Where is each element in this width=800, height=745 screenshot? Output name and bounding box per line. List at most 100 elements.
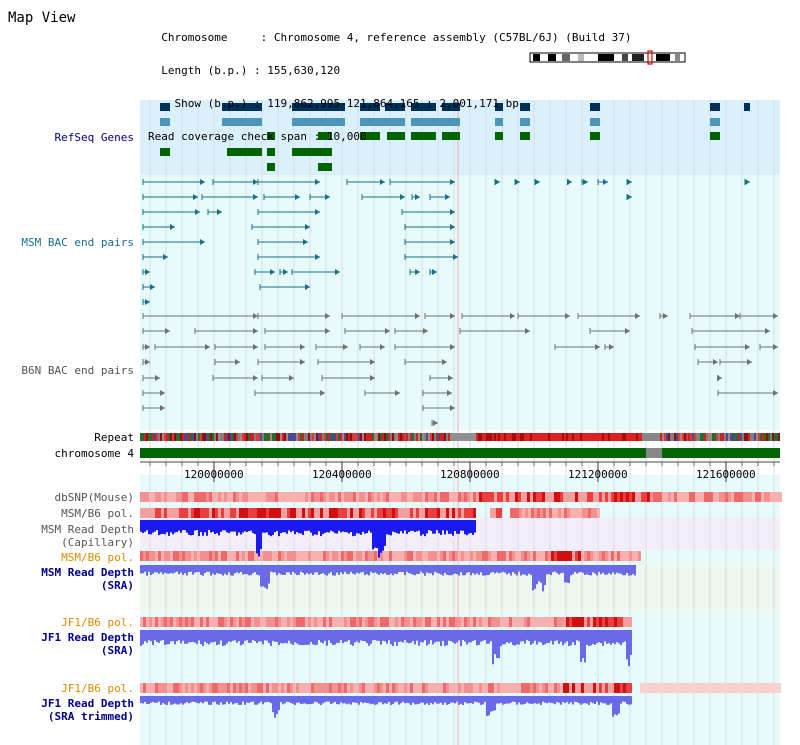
msm-b6-pol-label-2[interactable]: MSM/B6 pol.	[61, 551, 134, 564]
repeat-element	[228, 433, 230, 441]
jf1-sra-depth	[504, 630, 506, 645]
msm-sra-depth	[256, 565, 258, 575]
repeat-element	[470, 433, 472, 441]
jf1-trim-depth	[578, 696, 580, 704]
msm-sra-depth	[412, 565, 414, 575]
dbsnp-label[interactable]: dbSNP(Mouse)	[54, 491, 134, 504]
msm-b6-pol-strip-2	[482, 551, 485, 561]
msm-b6-pol-strip-2	[584, 551, 587, 561]
jf1-b6-pol-strip-2	[296, 683, 299, 693]
jf1-sra-depth	[320, 630, 322, 643]
repeat-element	[412, 433, 414, 441]
msm-depth-sra-label[interactable]: MSM Read Depth	[41, 566, 134, 579]
msm-bac-pair-arrow	[253, 179, 258, 185]
jf1-b6-pol-label[interactable]: JF1/B6 pol.	[61, 616, 134, 629]
refseq-genes-label[interactable]: RefSeq Genes	[54, 131, 134, 144]
msm-capillary-depth	[378, 520, 380, 558]
b6n-bac-pair-arrow	[450, 344, 455, 350]
msm-capillary-depth	[436, 520, 438, 531]
msm-b6-pol-strip	[167, 508, 170, 518]
msm-b6-pol-strip-2	[212, 551, 215, 561]
msm-sra-depth	[154, 565, 156, 573]
msm-b6-pol-strip	[320, 508, 323, 518]
repeat-element	[302, 433, 304, 441]
repeat-element	[478, 433, 480, 441]
repeat-element	[458, 433, 460, 441]
repeat-element	[634, 433, 636, 441]
msm-depth-cap-label[interactable]: MSM Read Depth	[41, 523, 134, 536]
msm-capillary-depth	[296, 520, 298, 533]
msm-b6-pol-strip	[440, 508, 443, 518]
msm-b6-pol-strip	[458, 508, 461, 518]
repeat-element	[754, 433, 756, 441]
msm-b6-pol-strip-2	[149, 551, 152, 561]
msm-depth-sra-sublabel: (SRA)	[100, 579, 134, 592]
chromosome-ideogram[interactable]	[529, 50, 686, 65]
msm-b6-pol-strip	[188, 508, 191, 518]
jf1-b6-pol-strip	[251, 617, 254, 627]
msm-sra-depth	[188, 565, 190, 572]
repeat-element	[252, 433, 254, 441]
msm-capillary-depth	[372, 520, 374, 550]
jf1-b6-pol-strip-2	[218, 683, 221, 693]
repeat-label[interactable]: Repeat	[94, 431, 134, 444]
msm-capillary-depth	[252, 520, 254, 533]
msm-sra-depth	[548, 565, 550, 575]
jf1-b6-pol-strip-2	[224, 683, 227, 693]
repeat-element	[280, 433, 282, 441]
dbsnp-strip	[581, 492, 584, 502]
jf1-b6-pol-strip-2	[745, 683, 748, 693]
repeat-element	[438, 433, 440, 441]
msm-b6-pol-strip	[194, 508, 197, 518]
dbsnp-strip	[614, 492, 617, 502]
jf1-b6-pol-strip-2	[697, 683, 700, 693]
jf1-sra-depth	[346, 630, 348, 642]
jf1-b6-pol-strip-2	[188, 683, 191, 693]
jf1-depth-trim-label[interactable]: JF1 Read Depth	[41, 697, 134, 710]
repeat-element	[396, 433, 398, 441]
repeat-element	[418, 433, 420, 441]
jf1-b6-pol-strip-2	[344, 683, 347, 693]
jf1-trim-depth	[148, 696, 150, 704]
repeat-element	[528, 433, 530, 441]
msm-b6-pol-strip	[263, 508, 266, 518]
msm-bac-pair-arrow	[627, 194, 632, 200]
repeat-element	[336, 433, 338, 441]
jf1-trim-depth	[492, 696, 494, 712]
msm-sra-depth	[248, 565, 250, 576]
jf1-sra-depth	[438, 630, 440, 642]
msm-b6-pol-strip	[534, 508, 537, 518]
dbsnp-strip	[755, 492, 758, 502]
dbsnp-strip	[335, 492, 338, 502]
msm-b6-pol-strip-2	[176, 551, 179, 561]
dbsnp-strip	[623, 492, 626, 502]
msm-sra-depth	[592, 565, 594, 573]
msm-sra-depth	[606, 565, 608, 575]
jf1-depth-sra-label[interactable]: JF1 Read Depth	[41, 631, 134, 644]
dbsnp-strip	[773, 492, 776, 502]
jf1-sra-depth	[582, 630, 584, 659]
dbsnp-strip	[545, 492, 548, 502]
repeat-element	[486, 433, 488, 441]
jf1-b6-pol-strip	[308, 617, 311, 627]
msm-capillary-depth	[336, 520, 338, 534]
repeat-element	[612, 433, 614, 441]
msm-capillary-depth	[190, 520, 192, 536]
jf1-b6-pol-strip	[413, 617, 416, 627]
repeat-element	[750, 433, 752, 441]
msm-bac-label[interactable]: MSM BAC end pairs	[21, 236, 134, 249]
jf1-b6-pol-strip	[449, 617, 452, 627]
jf1-sra-depth	[400, 630, 402, 642]
jf1-b6-pol-label-2[interactable]: JF1/B6 pol.	[61, 682, 134, 695]
b6n-bac-label[interactable]: B6N BAC end pairs	[21, 364, 134, 377]
jf1-trim-depth	[442, 696, 444, 705]
jf1-sra-depth	[370, 630, 372, 644]
msm-b6-pol-label[interactable]: MSM/B6 pol.	[61, 507, 134, 520]
msm-sra-depth	[456, 565, 458, 575]
jf1-b6-pol-strip-2	[515, 683, 518, 693]
repeat-element	[514, 433, 516, 441]
jf1-trim-depth	[384, 696, 386, 704]
jf1-trim-depth	[304, 696, 306, 704]
chromosome-bar	[140, 448, 780, 458]
